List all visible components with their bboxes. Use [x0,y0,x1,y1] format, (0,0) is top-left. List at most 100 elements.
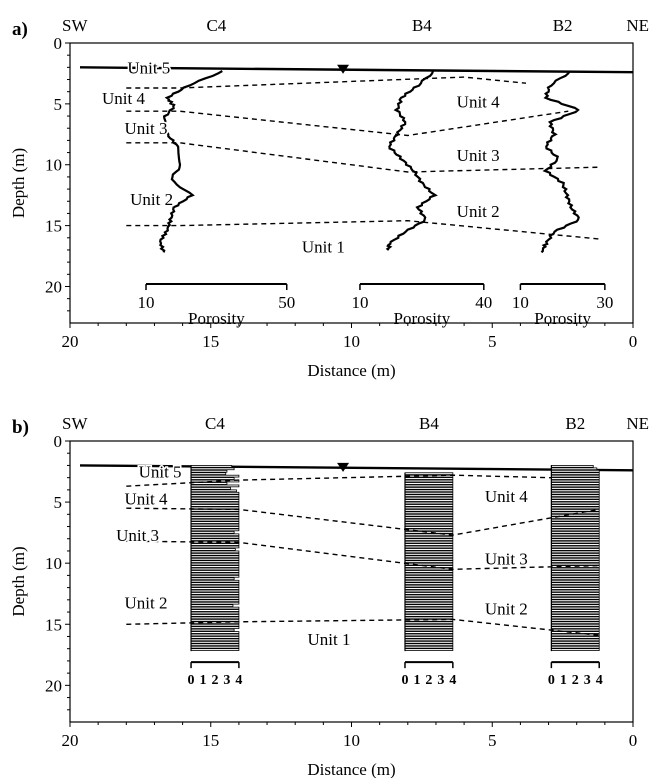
core-log-bar [550,477,600,480]
core-log-bar [190,638,240,642]
core-log-bar [190,645,240,649]
core-log-bar [550,582,600,585]
core-log-bar [550,469,600,473]
y-axis-title: Depth (m) [9,148,28,218]
core-log-bar [190,587,240,590]
core-log-bar [404,528,454,532]
core-log-bar [550,572,600,576]
core-log-bar [404,491,454,495]
well-scale-label: 0 [548,673,555,688]
core-log-bar [190,589,240,593]
well-scale-label: 1 [413,673,420,688]
core-log-bar [190,484,240,488]
core-log-bar [404,582,454,585]
core-log-bar [190,494,240,498]
core-log-bar [550,553,600,556]
core-log-bar [404,567,454,571]
unit-label: Unit 2 [125,593,168,612]
core-log-bar [550,479,600,483]
core-log-bar [404,609,454,612]
unit-boundary [126,219,600,240]
core-log-bar [190,474,240,478]
core-log-bar [404,592,454,595]
core-log-bar [404,523,454,527]
core-log-bar [550,526,600,529]
plot-frame [69,42,634,324]
core-log-bar [190,540,240,544]
core-log-bar [190,643,240,647]
core-log-bar [190,516,240,519]
core-log-bar [550,570,600,573]
core-log-bar [404,589,454,593]
core-log-bar [404,533,454,537]
core-log-bar [190,584,240,588]
core-log-bar [404,562,454,566]
core-log-bar [550,633,600,637]
core-log-bar [190,509,240,512]
well-name-B2: B2 [565,414,585,433]
core-log-bar [190,491,240,495]
core-log-bar [190,574,240,578]
core-log-bar [404,479,454,483]
core-log-bar [404,572,454,576]
core-log-bar [190,511,240,515]
unit-label: Unit 1 [302,237,345,256]
core-log-bar [404,570,454,573]
unit-label: Unit 4 [457,92,500,111]
core-log-bar [404,587,454,590]
core-log-bar [190,487,231,490]
core-log-bar [190,506,240,510]
core-log-bar [404,553,454,556]
core-log-bar [550,465,594,468]
well-series-name: Porosity [534,309,591,328]
core-log-bar [404,604,454,607]
unit-boundary [126,540,600,571]
panel-label: a) [12,19,28,40]
unit-label: Unit 2 [485,599,528,618]
core-log-bar [550,562,600,566]
well-scale-label: 0 [188,673,195,688]
core-log-bar [404,489,454,493]
core-log-bar [190,504,240,507]
core-log-bar [190,565,240,568]
core-log-bar [190,618,240,622]
core-log-bar [404,509,454,512]
core-log-bar [550,626,600,629]
core-log-bar [550,618,600,622]
core-log-bar [550,599,600,603]
core-log-bar [550,640,600,644]
x-tick-label: 15 [202,332,219,351]
core-log-bar [404,643,454,647]
well-scale-label: 1 [560,673,567,688]
core-log-bar [190,570,240,573]
well-name-B4: B4 [412,16,432,35]
unit-label: Unit 2 [457,202,500,221]
core-log-bar [404,501,454,505]
core-log-bar [550,545,600,549]
core-log-bar [550,557,600,561]
x-tick-label: 20 [62,332,79,351]
unit-boundary [126,507,600,536]
core-log-bar [550,584,600,588]
core-log-bar [404,574,454,578]
well-name-B4: B4 [419,414,439,433]
core-log-bar [190,518,240,522]
core-log-bar [550,531,600,534]
well-scale-label: 3 [584,673,591,688]
core-log-bar [190,482,228,485]
core-log-bar [190,606,240,610]
well-scale-min-label: 10 [351,293,368,312]
core-log-bar [404,535,454,539]
y-tick-label: 20 [45,277,62,296]
core-log-bar [550,538,600,541]
core-log-bar [404,640,454,644]
well-scale-label: 3 [437,673,444,688]
well-scale-label: 4 [235,673,242,688]
core-log-bar [550,491,600,495]
unit-label: Unit 3 [125,119,168,138]
well-scale-label: 2 [211,673,218,688]
unit-label: Unit 4 [102,89,145,108]
y-tick-label: 5 [54,493,63,512]
core-log-bar [190,531,235,534]
x-tick-label: 5 [488,332,497,351]
